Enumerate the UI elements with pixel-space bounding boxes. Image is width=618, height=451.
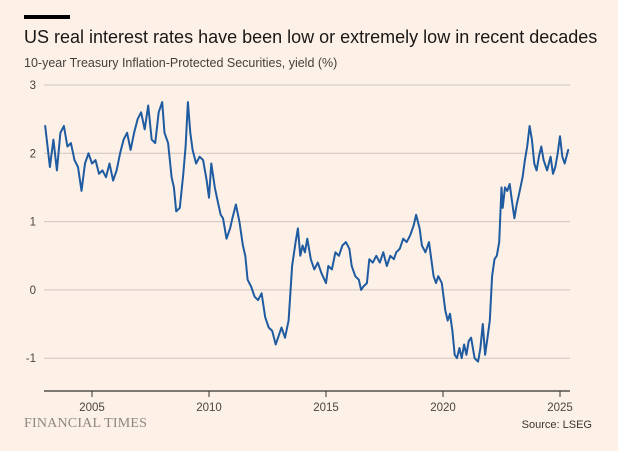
y-tick-label: 1 xyxy=(30,217,36,229)
y-tick-label: 3 xyxy=(30,80,36,92)
x-axis: 2005 2010 2015 2020 2025 xyxy=(44,390,573,414)
y-tick-label: 0 xyxy=(30,285,36,297)
x-tick-label: 2025 xyxy=(547,402,573,414)
chart-subtitle: 10-year Treasury Inflation-Protected Sec… xyxy=(24,56,338,70)
x-tick-label: 2020 xyxy=(430,402,456,414)
tips-yield-line xyxy=(44,101,570,363)
series-layer xyxy=(44,101,570,363)
source-note: Source: LSEG xyxy=(521,419,592,431)
y-tick-label: 2 xyxy=(30,148,36,160)
x-tick-label: 2010 xyxy=(196,402,222,414)
y-axis: 3 2 1 0 -1 xyxy=(26,80,36,365)
y-tick-label: -1 xyxy=(26,353,36,365)
header-accent-bar xyxy=(24,15,70,19)
chart-title: US real interest rates have been low or … xyxy=(24,27,598,47)
x-tick-label: 2015 xyxy=(313,402,339,414)
ft-logo: FINANCIAL TIMES xyxy=(24,416,148,431)
x-tick-label: 2005 xyxy=(79,402,105,414)
gridlines xyxy=(44,84,570,359)
